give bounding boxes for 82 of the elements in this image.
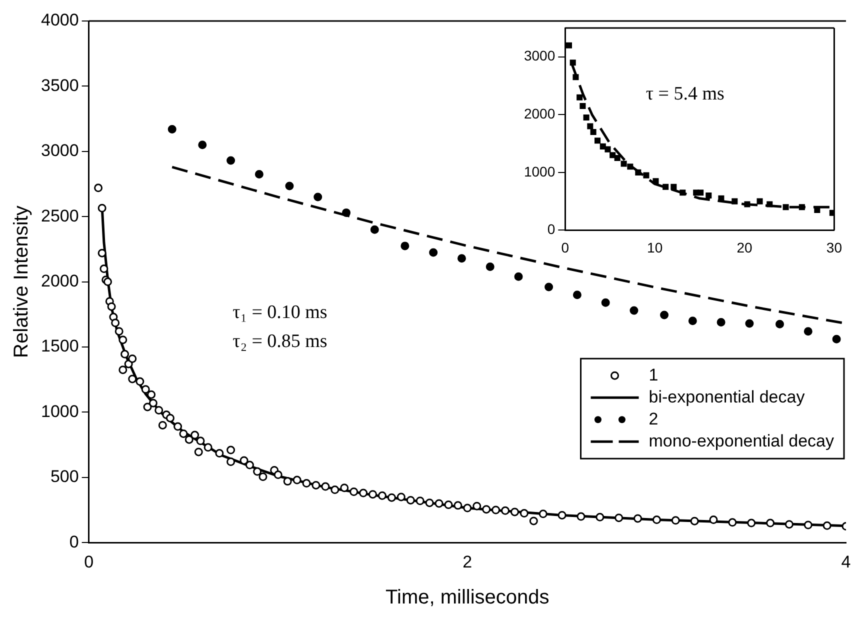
point bbox=[587, 123, 594, 130]
point bbox=[457, 254, 466, 263]
x-tick-label: 0 bbox=[561, 239, 570, 256]
point bbox=[706, 192, 712, 199]
annotation: τ₁ = 0.10 ms bbox=[232, 302, 328, 324]
point bbox=[698, 190, 704, 196]
point bbox=[168, 124, 176, 134]
point bbox=[660, 310, 669, 320]
point bbox=[782, 204, 789, 210]
y-axis-title: Relative Intensity bbox=[10, 206, 33, 358]
x-tick-label: 4 bbox=[841, 552, 851, 572]
point bbox=[342, 208, 351, 217]
point bbox=[594, 138, 601, 144]
point bbox=[198, 140, 207, 150]
point bbox=[798, 204, 805, 210]
x-tick-label: 30 bbox=[826, 239, 842, 256]
point bbox=[680, 190, 686, 196]
y-tick-label: 2500 bbox=[40, 206, 79, 226]
point bbox=[630, 306, 638, 315]
annotation: τ₂ = 0.85 ms bbox=[232, 330, 328, 352]
y-tick-label: 4000 bbox=[40, 10, 79, 30]
legend-label: 2 bbox=[648, 409, 658, 428]
point bbox=[370, 225, 379, 234]
point bbox=[804, 327, 812, 336]
point bbox=[314, 192, 322, 202]
point bbox=[583, 114, 590, 121]
x-axis-title: Time, milliseconds bbox=[386, 586, 550, 609]
y-tick-label: 0 bbox=[69, 532, 79, 552]
legend-label: bi-exponential decay bbox=[648, 387, 806, 406]
point bbox=[514, 272, 523, 281]
point bbox=[600, 143, 606, 150]
legend-label: mono-exponential decay bbox=[648, 431, 834, 450]
y-tick-label: 1000 bbox=[524, 163, 556, 180]
point bbox=[572, 74, 579, 80]
point bbox=[572, 290, 582, 300]
point bbox=[635, 169, 642, 176]
point bbox=[744, 201, 750, 208]
point bbox=[429, 248, 438, 257]
point bbox=[614, 154, 620, 161]
point bbox=[766, 201, 773, 208]
point bbox=[590, 128, 596, 135]
point bbox=[716, 318, 726, 326]
x-tick-label: 0 bbox=[84, 552, 94, 572]
x-tick-label: 20 bbox=[736, 239, 753, 256]
point bbox=[662, 184, 669, 190]
point bbox=[775, 320, 784, 328]
point bbox=[576, 94, 583, 100]
legend-label: 1 bbox=[648, 365, 658, 384]
y-tick-label: 500 bbox=[50, 467, 79, 486]
point bbox=[285, 182, 294, 190]
point bbox=[832, 334, 841, 344]
point bbox=[627, 164, 634, 170]
y-tick-label: 3500 bbox=[40, 76, 79, 95]
annotation: τ = 5.4 ms bbox=[646, 84, 724, 105]
point bbox=[544, 282, 554, 292]
point bbox=[643, 172, 650, 178]
x-tick-label: 10 bbox=[647, 239, 663, 256]
y-tick-label: 2000 bbox=[40, 271, 79, 290]
y-tick-label: 3000 bbox=[524, 48, 556, 64]
y-tick-label: 3000 bbox=[40, 141, 79, 160]
point bbox=[400, 242, 410, 250]
y-tick-label: 0 bbox=[547, 221, 556, 238]
point bbox=[732, 198, 738, 204]
point bbox=[486, 262, 494, 272]
point bbox=[620, 160, 627, 167]
point bbox=[610, 152, 616, 158]
point bbox=[226, 156, 236, 165]
y-tick-label: 1500 bbox=[40, 336, 79, 356]
point bbox=[670, 184, 677, 190]
point bbox=[566, 42, 572, 48]
point bbox=[688, 316, 697, 326]
y-tick-label: 1000 bbox=[40, 402, 79, 421]
point bbox=[570, 60, 576, 66]
point bbox=[756, 198, 763, 204]
point bbox=[652, 178, 659, 184]
x-tick-label: 2 bbox=[462, 552, 472, 572]
point bbox=[601, 298, 610, 307]
point bbox=[580, 102, 586, 110]
y-tick-label: 2000 bbox=[524, 106, 556, 122]
point bbox=[254, 170, 264, 178]
point bbox=[745, 319, 754, 328]
point bbox=[604, 146, 611, 152]
